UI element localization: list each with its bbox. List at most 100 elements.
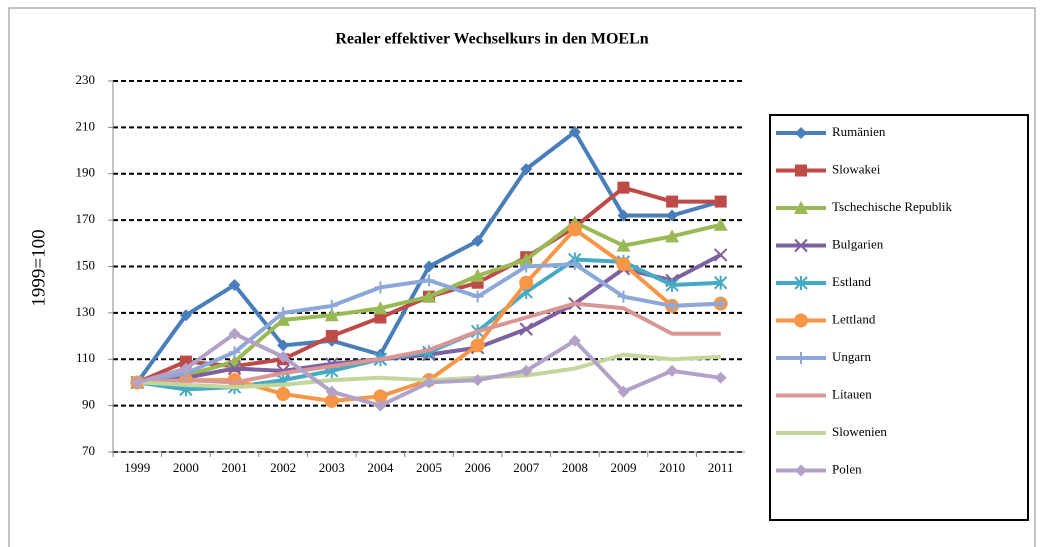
y-tick-label: 90 xyxy=(82,397,95,412)
data-point xyxy=(470,268,485,282)
y-axis-label: 1999=100 xyxy=(28,229,49,306)
legend xyxy=(769,114,1029,521)
data-point xyxy=(374,311,387,324)
x-tick-label: 1999 xyxy=(124,460,150,475)
y-tick-label: 110 xyxy=(76,350,95,365)
data-point xyxy=(567,222,582,237)
data-point xyxy=(374,399,387,412)
data-point xyxy=(228,346,241,359)
data-point xyxy=(519,275,534,290)
data-point xyxy=(519,252,534,266)
data-point xyxy=(665,278,679,293)
data-point xyxy=(617,181,630,194)
y-tick-label: 230 xyxy=(76,72,96,87)
data-point xyxy=(519,322,533,336)
data-point xyxy=(665,229,680,243)
data-point xyxy=(471,234,484,247)
data-point xyxy=(423,274,435,287)
data-point xyxy=(616,257,631,272)
data-point xyxy=(616,238,631,252)
data-point xyxy=(422,289,436,303)
x-tick-label: 2003 xyxy=(319,460,345,475)
data-point xyxy=(666,299,679,312)
data-point xyxy=(713,248,728,262)
x-tick-label: 2002 xyxy=(270,460,296,475)
data-point xyxy=(666,209,679,222)
data-point xyxy=(228,279,241,292)
data-point xyxy=(471,374,484,387)
legend-marker xyxy=(794,238,808,253)
y-tick-label: 190 xyxy=(76,165,96,180)
data-point xyxy=(179,309,192,322)
data-point xyxy=(568,126,581,139)
data-point xyxy=(325,385,338,398)
legend-label: Tschechische Republik xyxy=(832,199,953,214)
data-point xyxy=(520,260,533,273)
legend-label: Litauen xyxy=(832,386,872,401)
data-point xyxy=(617,209,630,222)
legend-label: Bulgarien xyxy=(832,236,884,251)
legend-marker xyxy=(795,127,807,139)
legend-label: Polen xyxy=(832,461,862,476)
data-point xyxy=(179,362,192,375)
legend-label: Ungarn xyxy=(832,349,871,364)
data-point xyxy=(276,387,291,402)
y-tick-label: 70 xyxy=(82,443,95,458)
data-point xyxy=(131,376,144,389)
legend-label: Lettland xyxy=(832,311,876,326)
legend-marker xyxy=(794,276,808,290)
data-point xyxy=(617,290,630,303)
legend-label: Rumänien xyxy=(832,124,886,139)
data-point xyxy=(373,389,388,404)
x-tick-label: 2001 xyxy=(222,460,248,475)
data-point xyxy=(470,338,485,353)
series-line xyxy=(137,301,721,385)
data-point xyxy=(520,163,533,176)
legend-label: Estland xyxy=(832,274,871,289)
data-point xyxy=(568,258,581,271)
y-tick-label: 170 xyxy=(76,211,96,226)
legend-marker xyxy=(794,313,808,328)
x-tick-label: 2011 xyxy=(708,460,734,475)
data-point xyxy=(713,275,728,290)
data-point xyxy=(277,339,290,352)
legend-marker xyxy=(795,352,807,364)
x-tick-label: 2009 xyxy=(610,460,636,475)
data-point xyxy=(617,385,630,398)
data-point xyxy=(374,281,387,294)
chart-title: Realer effektiver Wechselkurs in den MOE… xyxy=(335,31,648,48)
data-point xyxy=(714,297,727,310)
data-point xyxy=(277,306,290,319)
data-point xyxy=(713,217,728,231)
data-point xyxy=(276,312,291,326)
y-tick-label: 150 xyxy=(76,257,96,272)
data-point xyxy=(714,371,727,384)
legend-marker xyxy=(795,164,807,177)
x-tick-label: 2008 xyxy=(562,460,588,475)
data-point xyxy=(423,260,435,273)
data-point xyxy=(277,350,290,363)
legend-label: Slowakei xyxy=(832,161,881,176)
data-point xyxy=(373,301,388,315)
x-tick-label: 2007 xyxy=(513,460,540,475)
x-tick-label: 2005 xyxy=(416,460,442,475)
legend-label: Slowenien xyxy=(832,424,887,439)
data-point xyxy=(568,334,581,347)
data-point xyxy=(714,195,727,208)
y-tick-label: 130 xyxy=(76,304,96,319)
x-tick-label: 2000 xyxy=(173,460,199,475)
legend-marker xyxy=(794,201,808,214)
x-tick-label: 2004 xyxy=(367,460,394,475)
data-point xyxy=(228,327,241,340)
data-point xyxy=(423,376,435,389)
x-tick-label: 2010 xyxy=(659,460,685,475)
data-point xyxy=(324,393,339,408)
data-point xyxy=(324,308,339,322)
data-point xyxy=(666,195,679,208)
y-tick-label: 210 xyxy=(76,118,96,133)
data-point xyxy=(520,364,533,377)
data-point xyxy=(325,299,338,312)
x-tick-label: 2006 xyxy=(465,460,492,475)
data-point xyxy=(471,290,484,303)
